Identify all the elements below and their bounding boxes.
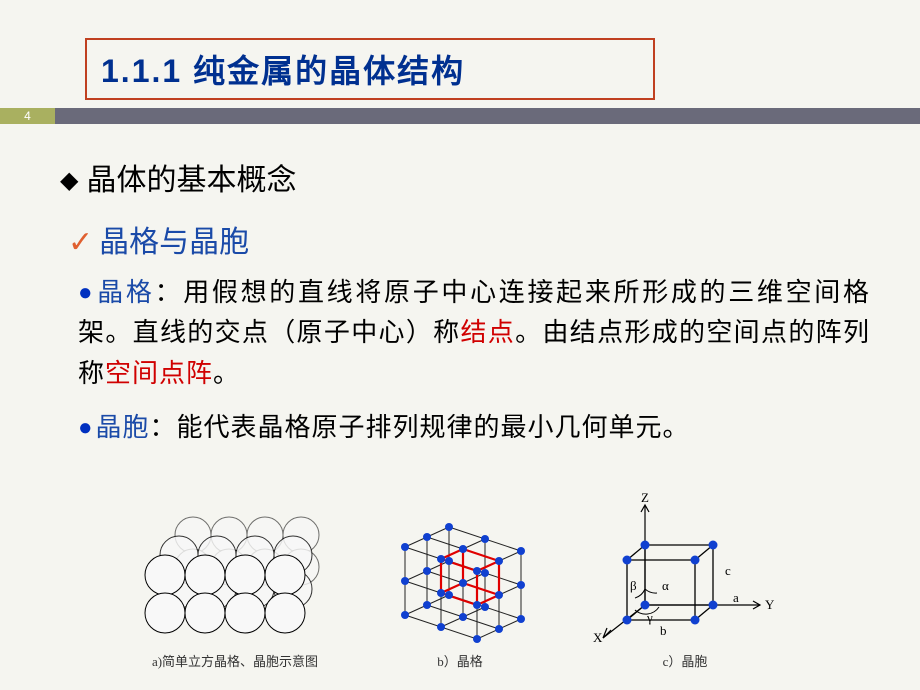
para1-text-c: 。: [213, 359, 240, 388]
diamond-icon: ◆: [60, 166, 78, 195]
paragraph-lattice: ●晶格：用假想的直线将原子中心连接起来所形成的三维空间格架。直线的交点（原子中心…: [78, 273, 870, 394]
heading2-text: 晶格与晶胞: [99, 226, 249, 259]
heading-level-2: ✓晶格与晶胞: [68, 217, 870, 261]
axis-z-label: Z: [641, 490, 649, 505]
sphere-packing-icon: [135, 505, 335, 645]
axis-x-label: X: [593, 630, 603, 645]
divider-band: [0, 108, 920, 124]
bullet-icon: ●: [78, 415, 94, 441]
figure-a-caption: a)简单立方晶格、晶胞示意图: [152, 651, 318, 670]
angle-beta-label: β: [630, 578, 637, 593]
unit-cell-diagram-icon: Z Y X a b c α β γ: [585, 490, 785, 645]
heading-level-1: ◆ 晶体的基本概念: [60, 155, 870, 199]
bullet-icon: ●: [78, 280, 95, 306]
content-area: ◆ 晶体的基本概念 ✓晶格与晶胞 ●晶格：用假想的直线将原子中心连接起来所形成的三…: [60, 155, 870, 462]
slide-title: 1.1.1 纯金属的晶体结构: [101, 46, 465, 92]
axis-y-label: Y: [765, 597, 775, 612]
title-box: 1.1.1 纯金属的晶体结构: [85, 38, 655, 100]
check-icon: ✓: [68, 226, 93, 259]
slide: 1.1.1 纯金属的晶体结构 4 ◆ 晶体的基本概念 ✓晶格与晶胞 ●晶格：用假想…: [0, 0, 920, 690]
edge-b-label: b: [660, 623, 667, 638]
figure-b: b）晶格: [365, 495, 555, 670]
red-term-space-lattice: 空间点阵: [105, 359, 213, 388]
figure-row: a)简单立方晶格、晶胞示意图: [0, 490, 920, 670]
angle-gamma-label: γ: [646, 610, 653, 625]
page-number: 4: [0, 108, 55, 124]
figure-c-caption: c）晶胞: [663, 651, 708, 670]
edge-c-label: c: [725, 563, 731, 578]
edge-a-label: a: [733, 590, 739, 605]
term-lattice: 晶格: [97, 278, 154, 307]
figure-b-caption: b）晶格: [437, 651, 483, 670]
figure-c: Z Y X a b c α β γ c）晶胞: [585, 490, 785, 670]
term-cell: 晶胞: [96, 413, 150, 442]
figure-a: a)简单立方晶格、晶胞示意图: [135, 505, 335, 670]
para2-text-a: ：能代表晶格原子排列规律的最小几何单元。: [150, 413, 690, 442]
heading1-text: 晶体的基本概念: [86, 164, 296, 197]
red-term-node: 结点: [460, 318, 515, 347]
paragraph-cell: ●晶胞：能代表晶格原子排列规律的最小几何单元。: [78, 408, 870, 448]
lattice-diagram-icon: [365, 495, 555, 645]
angle-alpha-label: α: [662, 578, 669, 593]
